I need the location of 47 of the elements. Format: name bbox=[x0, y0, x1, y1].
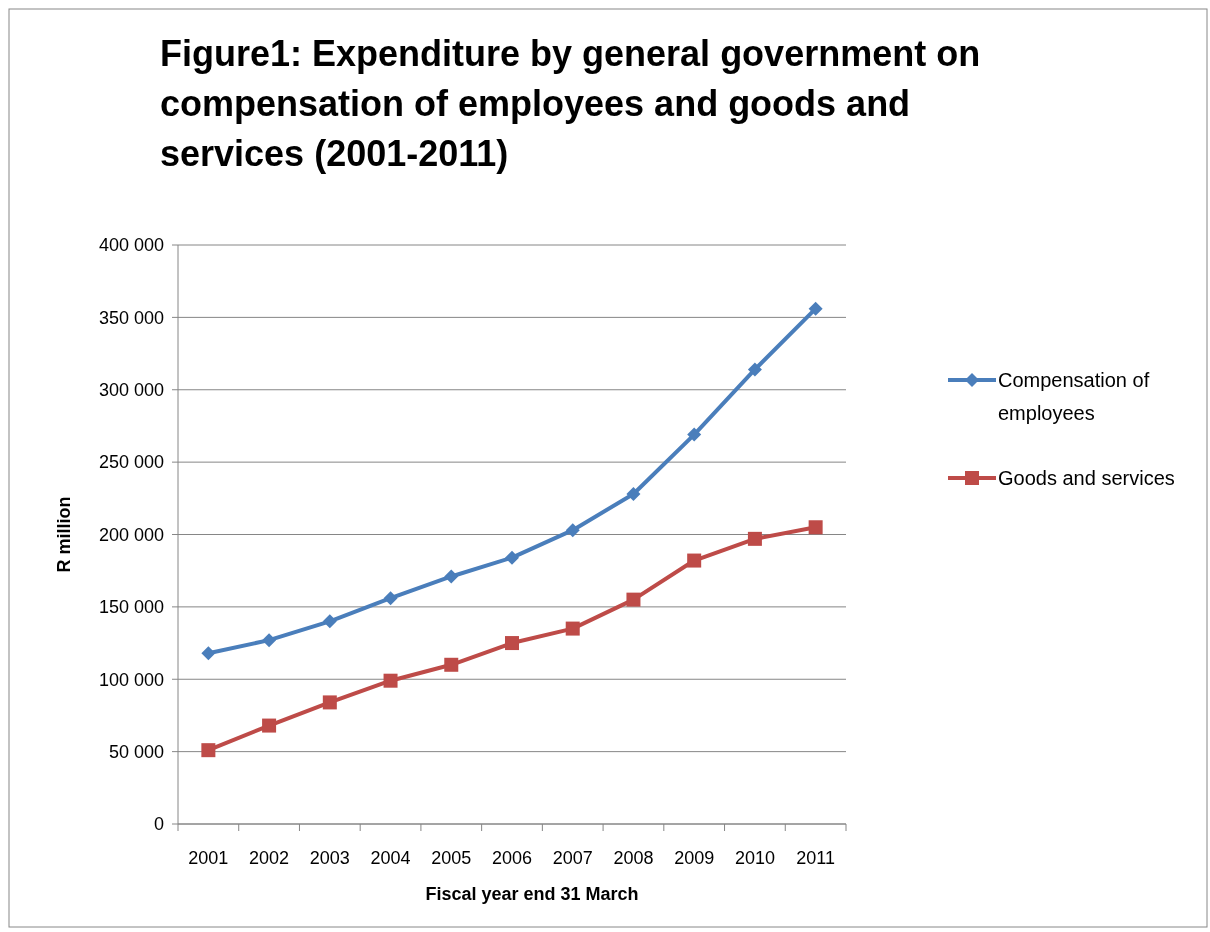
point bbox=[687, 427, 702, 442]
legend-label: Goods and services bbox=[998, 467, 1175, 489]
x-axis-title: Fiscal year end 31 March bbox=[425, 884, 639, 904]
point bbox=[262, 718, 277, 733]
x-tick-label: 2008 bbox=[613, 848, 654, 868]
x-tick-label: 2006 bbox=[491, 848, 533, 868]
y-tick-label: 150 000 bbox=[98, 597, 164, 618]
chart-title: Figure1: Expenditure by general government on compensation of employees and goods and services (2001-2011) bbox=[160, 33, 981, 174]
legend-label: Compensation of employees bbox=[998, 369, 1150, 424]
y-axis-title: R million bbox=[54, 496, 74, 573]
y-tick-label: 400 000 bbox=[98, 235, 164, 256]
x-tick-label: 2003 bbox=[309, 848, 350, 868]
point bbox=[505, 636, 519, 651]
x-tick-label: 2002 bbox=[249, 848, 290, 868]
x-tick-label: 2007 bbox=[552, 848, 593, 868]
x-tick-label: 2011 bbox=[796, 848, 835, 868]
point bbox=[747, 531, 762, 546]
point bbox=[322, 614, 337, 629]
point bbox=[808, 520, 823, 535]
point bbox=[383, 673, 398, 688]
point bbox=[626, 486, 641, 501]
point bbox=[687, 553, 702, 568]
point bbox=[383, 591, 398, 606]
x-tick-label: 2009 bbox=[674, 848, 715, 868]
point bbox=[565, 523, 580, 538]
point bbox=[505, 550, 519, 565]
point bbox=[626, 592, 641, 607]
point bbox=[201, 743, 216, 758]
y-tick-label: 250 000 bbox=[98, 452, 164, 473]
y-tick-label: 0 bbox=[153, 814, 164, 835]
point bbox=[565, 621, 580, 636]
y-tick-label: 200 000 bbox=[98, 524, 164, 545]
y-tick-label: 350 000 bbox=[98, 307, 164, 328]
y-tick-label: 300 000 bbox=[98, 380, 164, 401]
point bbox=[747, 362, 762, 377]
point bbox=[444, 569, 459, 584]
x-tick-label: 2010 bbox=[734, 848, 775, 868]
point bbox=[322, 695, 337, 710]
y-tick-label: 50 000 bbox=[108, 741, 164, 762]
y-tick-label: 100 000 bbox=[98, 669, 164, 690]
x-tick-label: 2001 bbox=[188, 848, 229, 868]
point bbox=[262, 633, 277, 648]
point bbox=[444, 657, 459, 672]
point bbox=[808, 301, 823, 316]
point bbox=[201, 646, 216, 661]
x-tick-label: 2004 bbox=[370, 848, 411, 868]
x-tick-label: 2005 bbox=[431, 848, 472, 868]
